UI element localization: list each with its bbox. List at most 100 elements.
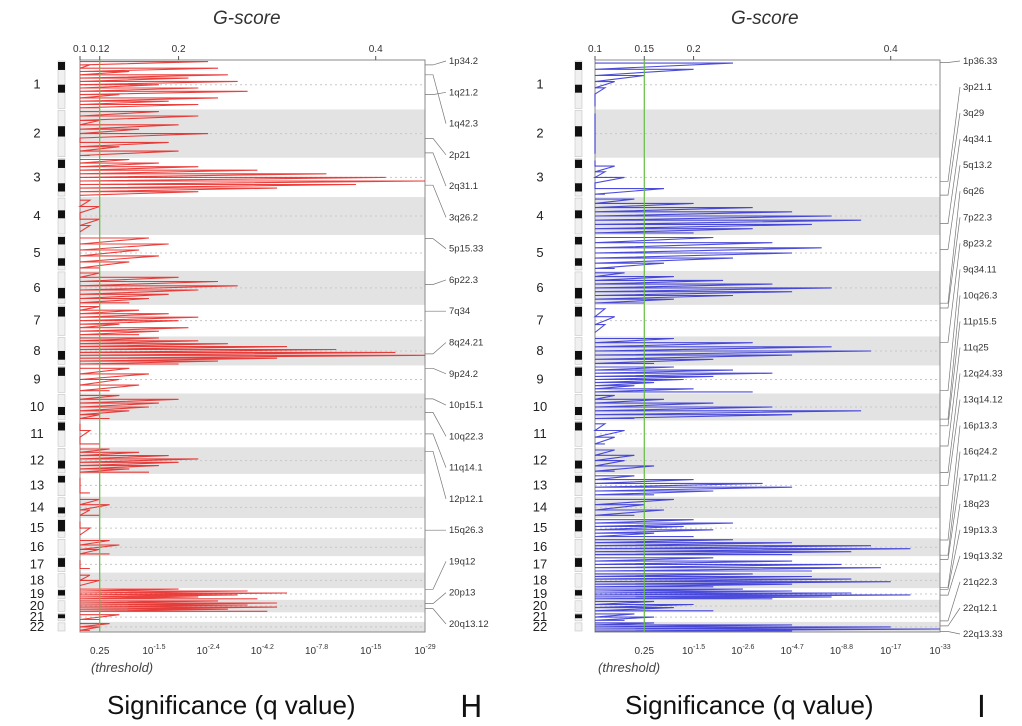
peak-cytoband-label: 3q29	[963, 108, 984, 119]
peak-leader-line	[940, 425, 961, 541]
gscore-profile-line	[594, 366, 773, 393]
chromosome-number: 12	[30, 453, 44, 468]
chromosome-number: 12	[533, 453, 547, 468]
threshold-label: (threshold)	[598, 660, 661, 675]
peak-cytoband-label: 17p11.2	[963, 473, 997, 484]
peak-cytoband-label: 19q13.32	[963, 551, 1003, 562]
chromosome-ideogram	[57, 539, 66, 556]
ideogram-band	[58, 236, 65, 245]
ideogram-band	[58, 460, 65, 469]
chromosome-number: 14	[533, 499, 547, 514]
peak-leader-line	[940, 321, 961, 427]
chromosome-ideogram	[574, 573, 583, 588]
peak-cytoband-label: 5p15.33	[449, 244, 483, 255]
chromosome-number: 1	[33, 77, 40, 92]
ideogram-band	[575, 258, 582, 266]
peak-cytoband-label: 6p22.3	[449, 275, 478, 286]
gscore-profile-line	[79, 61, 248, 109]
peak-leader-line	[940, 165, 961, 250]
gscore-profile-line	[594, 613, 655, 621]
peak-leader-line	[940, 581, 961, 622]
peak-leader-line	[940, 347, 961, 447]
significance-axis-title: Significance (q value)	[107, 690, 356, 720]
ideogram-band	[58, 406, 65, 416]
peak-leader-line	[940, 295, 961, 420]
qvalue-tick-label: 10-4.7	[781, 644, 804, 657]
gscore-profile-line	[79, 477, 90, 494]
peak-leader-line	[940, 503, 961, 588]
chromosome-band	[595, 496, 940, 518]
gscore-profile-line	[594, 475, 793, 496]
gscore-profile-line	[79, 394, 179, 420]
peak-cytoband-label: 16q24.2	[963, 447, 997, 458]
peak-leader-line	[940, 631, 961, 635]
chromosome-number: 6	[536, 280, 543, 295]
chromosome-band	[80, 197, 425, 235]
qvalue-tick-label: 10-2.6	[731, 644, 754, 657]
chromosome-number: 4	[536, 208, 543, 223]
chromosome-ideogram	[574, 421, 583, 447]
gscore-profile-line	[79, 272, 238, 304]
ideogram-band	[575, 507, 582, 514]
ideogram-band	[575, 519, 582, 532]
peak-cytoband-label: 19q12	[449, 556, 475, 567]
peak-leader-line	[425, 412, 447, 437]
ideogram-band	[575, 159, 582, 168]
chromosome-ideogram	[57, 622, 66, 632]
peak-cytoband-label: 16p13.3	[963, 421, 997, 432]
chromosome-band	[80, 496, 425, 518]
ideogram-band	[575, 236, 582, 245]
peak-cytoband-label: 12p12.1	[449, 494, 483, 505]
chromosome-ideogram	[57, 158, 66, 197]
qvalue-tick-label: 10-17	[880, 644, 901, 657]
peak-cytoband-label: 22q13.33	[963, 629, 1003, 640]
gscore-profile-line	[594, 588, 911, 600]
peak-cytoband-label: 1p36.33	[963, 56, 997, 67]
chromosome-number: 8	[33, 343, 40, 358]
chromosome-number: 13	[533, 477, 547, 492]
chromosome-number: 10	[533, 399, 547, 414]
gscore-profile-line	[79, 588, 288, 600]
gscore-profile-line	[594, 272, 832, 304]
chromosome-number: 5	[33, 245, 40, 260]
chromosome-number: 19	[533, 586, 547, 601]
chromosome-number: 4	[33, 208, 40, 223]
chromosome-number: 6	[33, 280, 40, 295]
ideogram-band	[575, 590, 582, 596]
gscore-profile-line	[594, 539, 911, 556]
peak-leader-line	[940, 607, 961, 627]
peak-leader-line	[425, 561, 447, 590]
gscore-profile-line	[594, 337, 872, 364]
peak-cytoband-label: 21q22.3	[963, 577, 997, 588]
chromosome-number: 10	[30, 399, 44, 414]
gistic-panel-h: G-score 1 2 3 4 5 6 7 8 9 10 11 12 13 14 15 16 17 18 19 20 2…	[0, 0, 505, 726]
chromosome-ideogram	[574, 305, 583, 336]
peak-leader-line	[940, 451, 961, 556]
peak-leader-line	[940, 86, 961, 182]
ideogram-band	[575, 406, 582, 416]
ideogram-band	[58, 475, 65, 483]
chromosome-number: 22	[533, 619, 547, 634]
gscore-profile-line	[79, 448, 199, 473]
chromosome-ideogram	[574, 366, 583, 393]
chromosome-ideogram	[57, 235, 66, 271]
chromosome-band	[595, 109, 940, 158]
chromosome-number: 13	[30, 477, 44, 492]
ideogram-band	[58, 62, 65, 70]
gscore-title: G-score	[213, 8, 281, 29]
peak-leader-line	[425, 367, 447, 375]
peak-leader-line	[425, 74, 447, 124]
chromosome-number: 15	[533, 520, 547, 535]
peak-leader-line	[940, 217, 961, 309]
ideogram-band	[575, 558, 582, 567]
gscore-profile-line	[79, 111, 209, 157]
gscore-profile-line	[79, 623, 110, 631]
peak-cytoband-label: 9p24.2	[449, 369, 478, 380]
ideogram-band	[575, 475, 582, 483]
peak-leader-line	[940, 113, 961, 196]
panel-letter-h: H	[460, 690, 483, 725]
chromosome-number: 7	[33, 313, 40, 328]
peak-leader-line	[425, 184, 447, 218]
ideogram-band	[58, 590, 65, 596]
